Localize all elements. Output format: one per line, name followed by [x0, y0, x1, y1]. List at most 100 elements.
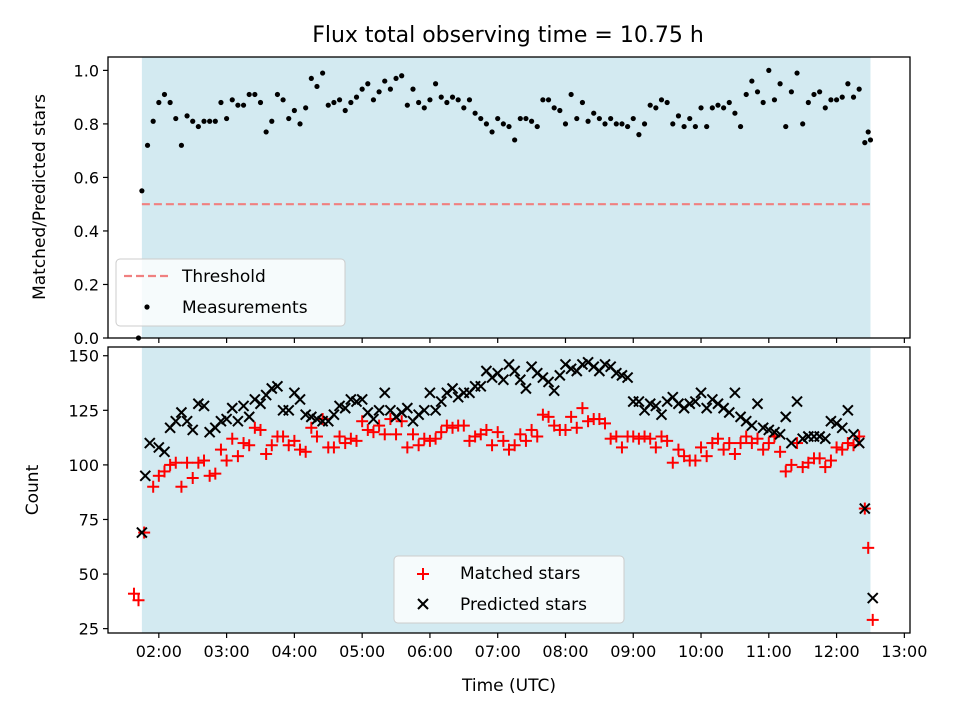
matched-star-point	[390, 428, 403, 441]
matched-star-point	[486, 439, 499, 452]
y-tick-label: 0.0	[74, 329, 99, 348]
matched-star-point	[457, 419, 470, 432]
predicted-star-point	[842, 404, 854, 417]
predicted-star-point	[187, 424, 199, 436]
measurement-point	[805, 99, 811, 106]
ratio-points	[135, 67, 874, 341]
measurement-point	[811, 91, 817, 98]
measurement-point	[178, 142, 185, 148]
measurement-point	[732, 110, 738, 116]
measurement-point	[150, 118, 156, 124]
matched-star-point	[192, 456, 205, 469]
matched-star-point	[260, 447, 273, 460]
measurement-point	[653, 105, 659, 111]
matched-star-point	[762, 437, 775, 450]
matched-star-point	[638, 430, 651, 443]
measurement-point	[760, 99, 766, 106]
matched-star-point	[480, 423, 493, 436]
measurement-point	[263, 129, 269, 135]
predicted-star-point	[139, 470, 151, 482]
measurement-point	[783, 123, 789, 130]
matched-star-point	[542, 410, 555, 423]
predicted-star-point	[475, 380, 487, 393]
measurement-point	[641, 121, 648, 127]
measurement-point	[687, 115, 693, 122]
matched-star-point	[418, 432, 431, 445]
matched-star-point	[649, 441, 662, 454]
predicted-star-point	[220, 413, 233, 425]
predicted-star-point	[836, 422, 848, 434]
x-tick-label: 12:00	[814, 642, 860, 661]
predicted-star-point	[175, 406, 188, 419]
measurement-point	[540, 97, 546, 103]
x-axis-label: Time (UTC)	[461, 676, 556, 696]
matched-star-point	[570, 421, 583, 434]
matched-star-point	[406, 428, 419, 441]
matched-star-point	[632, 432, 645, 445]
matched-star-point	[169, 456, 182, 469]
matched-star-point	[209, 467, 222, 480]
measurement-point	[562, 121, 569, 127]
x-tick-label: 11:00	[746, 642, 792, 661]
measurement-point	[512, 137, 518, 143]
matched-star-point	[514, 428, 527, 441]
measurement-point	[506, 123, 512, 130]
predicted-star-point	[542, 376, 555, 388]
measurement-point	[427, 97, 433, 103]
matched-star-point	[254, 423, 267, 436]
measurement-point	[444, 99, 450, 106]
measurement-point	[274, 91, 281, 98]
y-tick-label: 0.8	[74, 115, 99, 134]
measurement-point	[370, 97, 377, 103]
measurement-point	[625, 123, 631, 130]
y-tick-label: 0.4	[74, 222, 99, 241]
matched-star-point	[695, 441, 708, 454]
x-tick-label: 07:00	[475, 642, 521, 661]
predicted-star-point	[650, 400, 662, 412]
matched-legend-label: Matched stars	[460, 564, 580, 584]
matched-star-point	[412, 439, 425, 452]
measurement-point	[240, 102, 247, 108]
measurement-point	[692, 123, 698, 130]
predicted-star-point	[237, 400, 250, 412]
predicted-star-point	[254, 398, 267, 410]
measurement-point	[585, 118, 591, 124]
predicted-star-point	[780, 411, 792, 423]
measurement-point	[749, 78, 755, 84]
matched-star-point	[138, 526, 151, 539]
measurement-point	[190, 118, 196, 124]
matched-star-point	[627, 430, 640, 443]
predicted-star-point	[158, 446, 171, 458]
measurement-point	[325, 102, 331, 108]
matched-star-point	[356, 415, 369, 428]
measurement-point	[534, 123, 540, 130]
x-tick-label: 06:00	[407, 642, 453, 661]
measurement-point	[568, 91, 574, 98]
measurement-point	[393, 75, 399, 82]
measurement-point	[184, 113, 190, 119]
matched-star-point	[265, 439, 278, 452]
matched-star-point	[127, 587, 140, 600]
measurement-point	[246, 91, 252, 98]
matched-star-point	[644, 432, 657, 445]
measurement-point	[726, 99, 732, 106]
predicted-star-point	[785, 437, 798, 449]
measurement-point	[466, 97, 473, 103]
predicted-star-point	[198, 400, 210, 412]
measurement-point	[167, 99, 173, 106]
measurement-point	[602, 121, 608, 127]
predicted-star-point	[181, 415, 193, 427]
matched-legend-swatch	[417, 568, 429, 580]
matched-star-point	[559, 423, 572, 436]
matched-star-point	[226, 432, 239, 445]
predicted-star-point	[136, 526, 148, 539]
matched-star-point	[350, 434, 363, 447]
measurement-point	[500, 121, 506, 127]
predicted-star-point	[853, 437, 865, 449]
chart-title: Flux total observing time = 10.75 h	[312, 23, 704, 48]
measurement-point	[449, 94, 456, 100]
matched-star-point	[689, 454, 702, 467]
ratio-y-axis: 0.0 0.2 0.4 0.6 0.8 1.0	[74, 61, 108, 348]
predicted-legend-label: Predicted stars	[460, 595, 587, 615]
measurement-point	[195, 123, 201, 130]
